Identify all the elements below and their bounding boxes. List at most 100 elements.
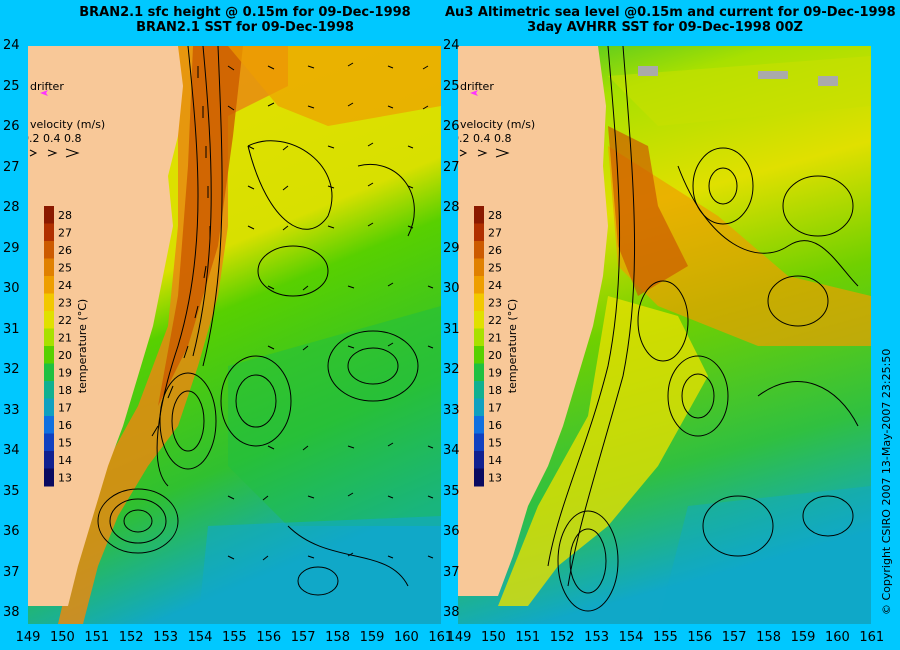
colorbar-tick-label: 19 xyxy=(58,366,72,379)
colorbar-tick-label: 20 xyxy=(58,349,72,362)
y-tick-label: 36 xyxy=(3,524,20,539)
velocity-scale-values: 0.2 0.4 0.8 xyxy=(458,132,511,145)
colorbar-swatch xyxy=(474,276,484,294)
y-tick-label: 34 xyxy=(3,443,20,458)
colorbar-tick-label: 27 xyxy=(488,226,502,239)
x-tick-label: 154 xyxy=(618,630,644,645)
colorbar-tick-label: 17 xyxy=(58,401,72,414)
y-tick-label: 38 xyxy=(3,605,20,620)
colorbar-swatch xyxy=(44,241,54,259)
x-tick-label: 158 xyxy=(756,630,781,645)
velocity-label: velocity (m/s) xyxy=(460,118,535,131)
colorbar-tick-label: 18 xyxy=(488,384,502,397)
warm-tongue-region xyxy=(498,296,708,606)
y-tick-label: 27 xyxy=(3,159,20,175)
y-tick-label: 33 xyxy=(443,402,460,418)
colorbar-title: temperature (°C) xyxy=(506,299,519,393)
x-tick-label: 159 xyxy=(790,630,816,645)
x-tick-label: 161 xyxy=(428,630,454,645)
y-tick-label: 30 xyxy=(443,281,460,296)
cold-south-region xyxy=(658,486,871,624)
colorbar-tick-label: 20 xyxy=(488,349,502,362)
colorbar-tick-label: 21 xyxy=(58,331,72,344)
x-tick-label: 149 xyxy=(446,630,472,645)
colorbar-swatch xyxy=(474,293,484,312)
colorbar-swatch xyxy=(44,381,54,399)
colorbar-swatch xyxy=(44,258,54,277)
colorbar-tick-label: 28 xyxy=(488,209,502,222)
colorbar-swatch xyxy=(474,381,484,399)
cold-south-region xyxy=(198,516,441,624)
colorbar-tick-label: 15 xyxy=(58,436,72,449)
x-tick-label: 156 xyxy=(687,630,713,645)
y-tick-label: 24 xyxy=(3,38,20,53)
left-panel-title: BRAN2.1 sfc height @ 0.15m for 09-Dec-19… xyxy=(30,5,460,35)
colorbar-swatch xyxy=(474,433,484,452)
right-title-line1: Au3 Altimetric sea level @0.15m and curr… xyxy=(445,5,900,20)
y-tick-label: 37 xyxy=(3,564,20,580)
x-tick-label: 160 xyxy=(824,630,850,645)
colorbar-swatch xyxy=(44,363,54,382)
colorbar-swatch xyxy=(44,433,54,452)
left-title-line1: BRAN2.1 sfc height @ 0.15m for 09-Dec-19… xyxy=(79,5,411,20)
velocity-scale-arrows xyxy=(29,148,80,158)
cloud-gaps xyxy=(638,66,838,86)
y-tick-label: 33 xyxy=(3,402,20,418)
colorbar-tick-label: 19 xyxy=(488,366,502,379)
colorbar: 28 27 26 25 24 23 22 21 20 19 18 17 16 15 14 13 temperat… xyxy=(474,206,519,487)
left-map-svg: drifter velocity (m/s) 0.2 0.4 0.8 28272… xyxy=(22,45,441,624)
right-map-svg: drifter velocity (m/s) 0.2 0.4 0.8 28 27 2… xyxy=(452,45,871,624)
colorbar-swatch xyxy=(474,328,484,347)
right-map-panel: drifter velocity (m/s) 0.2 0.4 0.8 28 27 2… xyxy=(452,45,871,624)
x-tick-label: 151 xyxy=(515,630,541,645)
copyright-text: © Copyright CSIRO 2007 13-May-2007 23:25… xyxy=(880,348,893,615)
x-tick-label: 151 xyxy=(84,630,110,645)
colorbar-swatch xyxy=(44,276,54,294)
colorbar-tick-label: 25 xyxy=(58,261,72,274)
y-tick-label: 32 xyxy=(443,362,460,377)
colorbar-swatch xyxy=(44,416,54,434)
drifter-marker-icon xyxy=(40,90,48,96)
y-tick-label: 31 xyxy=(3,321,20,337)
colorbar-swatch xyxy=(44,223,54,242)
colorbar-swatch xyxy=(44,293,54,312)
colorbar-swatch xyxy=(474,363,484,382)
colorbar-tick-label: 16 xyxy=(488,419,502,432)
drifter-marker-icon xyxy=(470,90,478,96)
x-tick-label: 157 xyxy=(721,630,747,645)
colorbar-title: temperature (°C) xyxy=(76,299,89,393)
colorbar-tick-label: 13 xyxy=(488,471,502,484)
warm-band-region xyxy=(608,146,871,346)
y-tick-label: 26 xyxy=(3,119,20,134)
y-tick-label: 30 xyxy=(3,281,20,296)
colorbar-tick-label: 23 xyxy=(488,296,502,309)
colorbar-tick-label: 22 xyxy=(58,314,72,327)
colorbar-swatch xyxy=(44,206,54,224)
colorbar-swatch xyxy=(44,346,54,364)
y-tick-label: 34 xyxy=(443,443,460,458)
y-tick-label: 29 xyxy=(3,240,20,256)
drifter-label: drifter xyxy=(30,80,64,93)
x-tick-label: 155 xyxy=(652,630,678,645)
colorbar-tick-label: 15 xyxy=(488,436,502,449)
colorbar-tick-label: 25 xyxy=(488,261,502,274)
colorbar-tick-label: 24 xyxy=(58,279,72,292)
colorbar-swatch xyxy=(474,451,484,469)
left-title-line2: BRAN2.1 SST for 09-Dec-1998 xyxy=(136,20,354,35)
colorbar-swatch xyxy=(474,468,484,487)
y-tick-label: 37 xyxy=(443,564,460,580)
y-tick-label: 25 xyxy=(3,78,20,94)
land-mass xyxy=(458,46,608,596)
left-map-panel: drifter velocity (m/s) 0.2 0.4 0.8 28272… xyxy=(22,45,441,624)
x-tick-label: 158 xyxy=(325,630,350,645)
hot-core-region xyxy=(608,126,688,296)
y-tick-label: 27 xyxy=(443,159,460,175)
y-tick-label: 25 xyxy=(443,78,460,94)
x-tick-label: 153 xyxy=(153,630,178,645)
cool-east-region xyxy=(228,306,441,526)
colorbar-tick-label: 28 xyxy=(58,209,72,222)
land-mass xyxy=(28,46,183,606)
colorbar-tick-label: 13 xyxy=(58,471,72,484)
colorbar-swatch xyxy=(474,416,484,434)
drifter-label: drifter xyxy=(460,80,494,93)
